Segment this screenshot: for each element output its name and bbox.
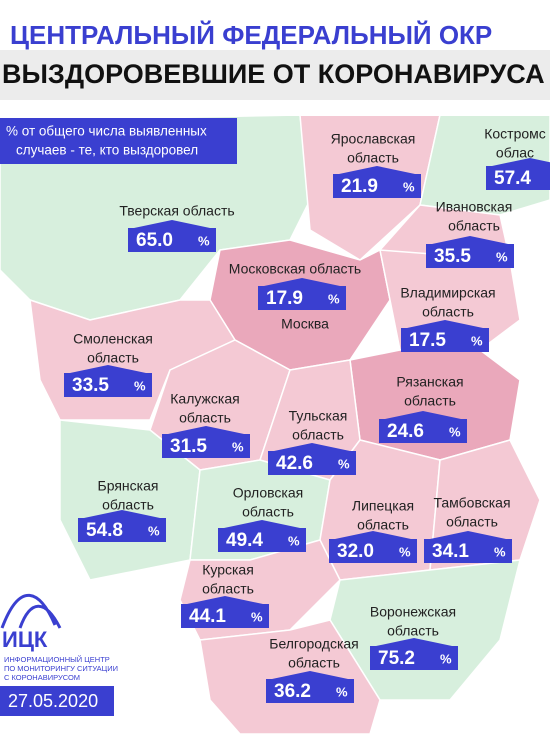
region-name: Костромс [484, 126, 546, 142]
region-value: 65.0 [136, 230, 173, 251]
region-name: Калужская [170, 391, 239, 407]
region-unit: % [494, 544, 506, 559]
legend-line: % от общего числа выявленных [6, 124, 207, 139]
region-name: Курская [202, 562, 254, 578]
logo-line: ИНФОРМАЦИОННЫЙ ЦЕНТР [4, 655, 110, 664]
region-name: Тамбовская [433, 495, 510, 511]
region-name: область [347, 150, 399, 166]
region-unit: % [403, 179, 415, 194]
region-name: Белгородская [269, 636, 359, 652]
region-name: область [179, 410, 231, 426]
region-unit: % [449, 424, 461, 439]
value-box [424, 531, 512, 563]
logo-line: С КОРОНАВИРУСОМ [4, 673, 80, 682]
region-name: область [202, 581, 254, 597]
value-box [379, 411, 467, 443]
region-value: 31.5 [170, 436, 207, 457]
logo-title: ИЦК [2, 627, 48, 652]
region-name: Московская область [229, 261, 361, 277]
region-name: Орловская [233, 485, 303, 501]
region-value: 17.5 [409, 330, 446, 351]
region-value: 36.2 [274, 681, 311, 702]
logo-line: ПО МОНИТОРИНГУ СИТУАЦИИ [4, 664, 118, 673]
region-name: область [448, 218, 500, 234]
region-name: область [102, 497, 154, 513]
header-line1: ЦЕНТРАЛЬНЫЙ ФЕДЕРАЛЬНЫЙ ОКР [10, 20, 492, 50]
value-box [128, 220, 216, 252]
region-value: 75.2 [378, 648, 415, 669]
region-name: Тверская область [119, 203, 234, 219]
region-name: Тульская [289, 408, 348, 424]
region-value: 49.4 [226, 530, 263, 551]
value-box [258, 278, 346, 310]
region-value: 24.6 [387, 421, 424, 442]
region-name: Смоленская [73, 331, 153, 347]
region-value: 35.5 [434, 246, 471, 267]
region-name: Воронежская [370, 604, 456, 620]
date-box [0, 686, 114, 716]
region-value: 33.5 [72, 375, 109, 396]
region-name: Рязанская [396, 374, 463, 390]
region-value: 34.1 [432, 541, 469, 562]
region-value: 17.9 [266, 288, 303, 309]
region-name: область [87, 350, 139, 366]
region-name: Ярославская [331, 131, 416, 147]
region-unit: % [471, 333, 483, 348]
legend-line: случаев - те, кто выздоровел [16, 143, 198, 158]
city-label: Москва [281, 316, 329, 332]
region-value: 54.8 [86, 520, 123, 541]
region-name: область [422, 304, 474, 320]
value-box [401, 320, 489, 352]
region-name: область [357, 517, 409, 533]
region-unit: % [288, 533, 300, 548]
value-box [162, 426, 250, 458]
region-name: область [242, 504, 294, 520]
value-box [268, 443, 356, 475]
region-unit: % [440, 651, 452, 666]
region-value: 32.0 [337, 541, 374, 562]
region-unit: % [148, 523, 160, 538]
region-unit: % [134, 378, 146, 393]
region-value: 44.1 [189, 606, 226, 627]
region-unit: % [496, 249, 508, 264]
region-name: Владимирская [400, 285, 495, 301]
region-name: область [387, 623, 439, 639]
value-box [329, 531, 417, 563]
region-name: Брянская [98, 478, 159, 494]
value-box [218, 520, 306, 552]
region-name: область [446, 514, 498, 530]
legend-box [0, 118, 237, 164]
value-box [370, 638, 458, 670]
value-box [78, 510, 166, 542]
region-unit: % [338, 456, 350, 471]
value-box [333, 166, 421, 198]
value-box [426, 236, 514, 268]
region-name: облас [496, 145, 534, 161]
date: 27.05.2020 [8, 691, 98, 711]
header-band [0, 50, 550, 100]
region-name: Ивановская [436, 199, 513, 215]
region-unit: % [336, 684, 348, 699]
region-unit: % [399, 544, 411, 559]
region-value: 57.4 [494, 168, 531, 189]
region-name: область [288, 655, 340, 671]
header-line2: ВЫЗДОРОВЕВШИЕ ОТ КОРОНАВИРУСА [2, 59, 545, 89]
value-box [64, 365, 152, 397]
region-unit: % [232, 439, 244, 454]
region-value: 21.9 [341, 176, 378, 197]
region-value: 42.6 [276, 453, 313, 474]
region-unit: % [251, 609, 263, 624]
value-box [266, 671, 354, 703]
value-box [181, 596, 269, 628]
region-unit: % [198, 233, 210, 248]
value-box [486, 158, 550, 190]
region-name: область [292, 427, 344, 443]
region-name: Липецкая [352, 498, 414, 514]
region-name: область [404, 393, 456, 409]
region-unit: % [328, 291, 340, 306]
logo: ИЦК ИНФОРМАЦИОННЫЙ ЦЕНТР ПО МОНИТОРИНГУ … [0, 593, 118, 682]
